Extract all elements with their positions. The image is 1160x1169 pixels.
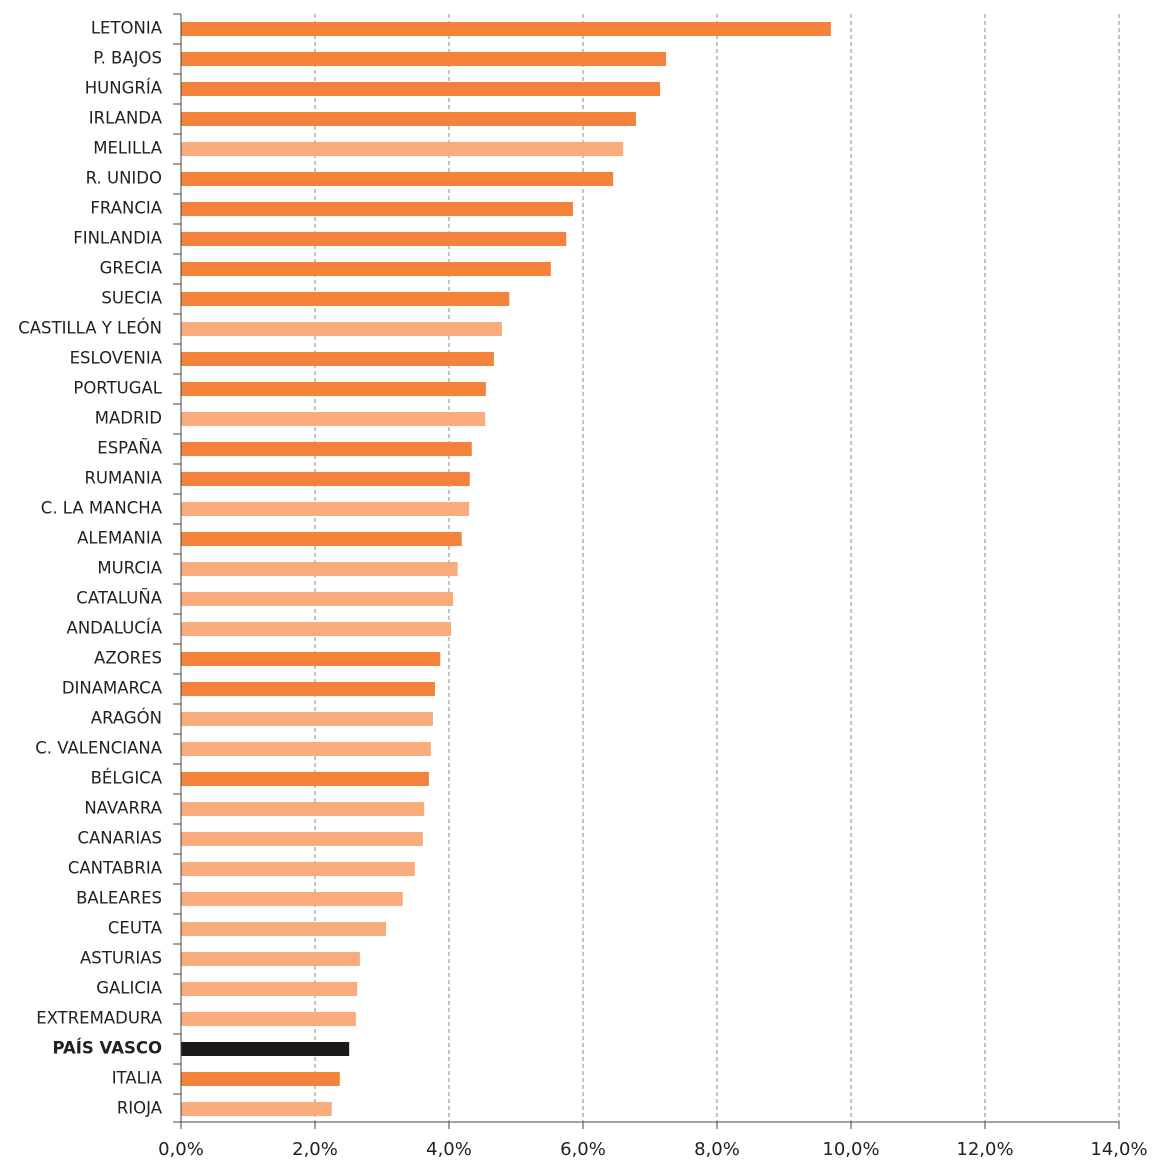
y-tick-label: ASTURIAS [80,949,162,968]
y-tick-label: AZORES [94,649,162,668]
y-tick-label: DINAMARCA [62,679,163,698]
bar [181,622,452,636]
bar [181,142,624,156]
y-tick-label: RIOJA [117,1099,163,1118]
bar [181,202,573,216]
bar [181,1012,356,1026]
x-tick-label: 14,0% [1090,1139,1147,1160]
y-tick-label: MELILLA [93,139,162,158]
y-tick-label: PAÍS VASCO [52,1039,162,1058]
bar [181,682,435,696]
y-tick-label: CASTILLA Y LEÓN [18,319,162,338]
x-tick-label: 12,0% [956,1139,1013,1160]
y-tick-label: CEUTA [108,919,163,938]
y-tick-label: LETONIA [91,19,163,38]
bar [181,82,661,96]
y-tick-label: ITALIA [112,1069,163,1088]
y-tick-label: EXTREMADURA [36,1009,163,1028]
y-tick-label: ESLOVENIA [70,349,163,368]
bar [181,1042,350,1056]
y-tick-label: SUECIA [101,289,162,308]
y-tick-label: BÉLGICA [91,769,163,788]
bar [181,1102,332,1116]
bar [181,832,423,846]
y-tick-label: GALICIA [96,979,163,998]
bar [181,802,425,816]
x-tick-label: 10,0% [822,1139,879,1160]
bar [181,862,415,876]
bar [181,562,458,576]
bar [181,442,472,456]
bar [181,772,429,786]
bar [181,982,358,996]
y-tick-label: ARAGÓN [91,709,162,728]
y-tick-label: MURCIA [97,559,162,578]
x-tick-label: 4,0% [426,1139,472,1160]
y-tick-label: HUNGRÍA [85,79,163,98]
y-tick-label: CANTABRIA [68,859,163,878]
y-tick-label: FINLANDIA [73,229,162,248]
y-tick-label: GRECIA [100,259,163,278]
bar [181,322,502,336]
y-tick-label: IRLANDA [89,109,163,128]
y-tick-label: P. BAJOS [93,49,162,68]
x-tick-label: 0,0% [158,1139,204,1160]
y-tick-label: ESPAÑA [97,439,162,458]
y-tick-label: CATALUÑA [76,589,162,608]
y-tick-label: PORTUGAL [73,379,162,398]
bar [181,262,551,276]
x-tick-label: 2,0% [292,1139,338,1160]
bar [181,472,470,486]
y-tick-label: MADRID [95,409,162,428]
bar [181,412,486,426]
y-tick-label: ALEMANIA [77,529,163,548]
y-tick-label: BALEARES [76,889,162,908]
bar [181,52,667,66]
bar [181,22,831,36]
y-tick-label: NAVARRA [84,799,162,818]
bar [181,352,494,366]
bar [181,292,510,306]
bar [181,232,567,246]
bar [181,712,433,726]
bar [181,652,441,666]
x-tick-label: 6,0% [560,1139,606,1160]
y-tick-label: FRANCIA [90,199,162,218]
bar [181,892,403,906]
bar [181,592,454,606]
bar [181,382,486,396]
x-tick-label: 8,0% [694,1139,740,1160]
y-tick-label: CANARIAS [77,829,162,848]
bar [181,742,431,756]
y-tick-label: C. VALENCIANA [35,739,163,758]
y-tick-label: C. LA MANCHA [41,499,163,518]
bar [181,952,360,966]
y-tick-label: RUMANIA [84,469,162,488]
bar [181,922,387,936]
bar [181,532,462,546]
bar [181,172,614,186]
y-tick-label: R. UNIDO [86,169,162,188]
bar [181,1072,340,1086]
y-tick-label: ANDALUCÍA [67,619,163,638]
bar [181,112,636,126]
bar [181,502,470,516]
